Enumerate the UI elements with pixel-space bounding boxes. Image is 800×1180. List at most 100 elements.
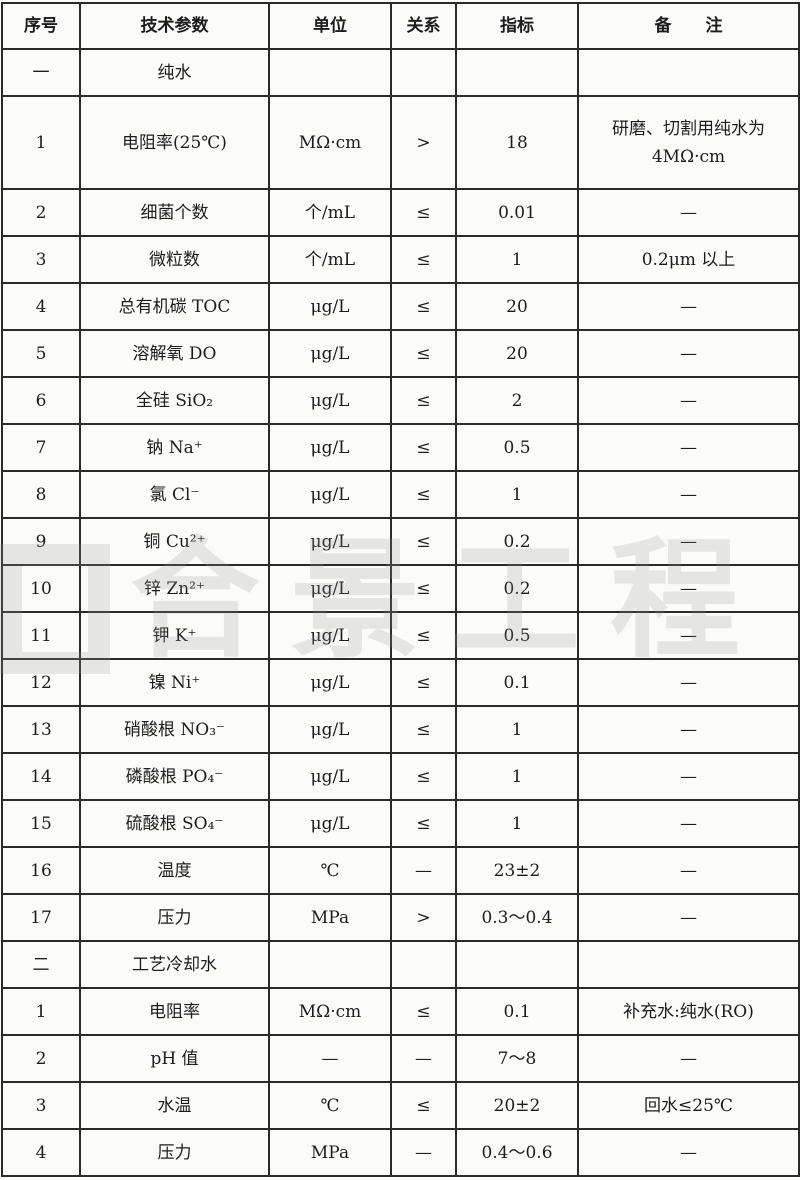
cell-value <box>455 48 579 97</box>
cell-value: 1 <box>455 752 579 801</box>
cell-relation: — <box>390 1128 457 1177</box>
cell-remark: — <box>577 893 800 942</box>
cell-remark: — <box>577 705 800 754</box>
cell-unit: μg/L <box>268 282 392 331</box>
cell-remark: — <box>577 517 800 566</box>
cell-remark: — <box>577 376 800 425</box>
cell-value: 7～8 <box>455 1034 579 1083</box>
cell-value: 0.2 <box>455 564 579 613</box>
section-row: 二工艺冷却水 <box>1 940 800 989</box>
cell-index: 1 <box>1 95 81 190</box>
cell-remark: — <box>577 799 800 848</box>
cell-value: 0.5 <box>455 611 579 660</box>
cell-unit <box>268 48 392 97</box>
table-row: 3 微粒数 个/mL ≤1 0.2μm 以上 <box>1 235 800 284</box>
cell-index: 9 <box>1 517 81 566</box>
cell-relation: ≤ <box>390 188 457 237</box>
table-row: 15 硫酸根 SO₄⁻ μg/L ≤1— <box>1 799 800 848</box>
cell-parameter: 纯水 <box>79 48 270 97</box>
cell-parameter: 磷酸根 PO₄⁻ <box>79 752 270 801</box>
cell-remark: 补充水:纯水(RO) <box>577 987 800 1036</box>
cell-relation: ≤ <box>390 282 457 331</box>
cell-relation: ≤ <box>390 658 457 707</box>
table-row: 2 pH 值 — —7～8— <box>1 1034 800 1083</box>
cell-remark: — <box>577 329 800 378</box>
cell-parameter: 镍 Ni⁺ <box>79 658 270 707</box>
cell-index: 2 <box>1 1034 81 1083</box>
cell-remark: 0.2μm 以上 <box>577 235 800 284</box>
cell-value: 0.3～0.4 <box>455 893 579 942</box>
cell-parameter: 钠 Na⁺ <box>79 423 270 472</box>
cell-unit: MPa <box>268 893 392 942</box>
cell-relation: ≤ <box>390 423 457 472</box>
cell-unit: μg/L <box>268 799 392 848</box>
table-row: 6 全硅 SiO₂ μg/L ≤2— <box>1 376 800 425</box>
cell-unit: μg/L <box>268 329 392 378</box>
cell-index: 11 <box>1 611 81 660</box>
cell-parameter: 微粒数 <box>79 235 270 284</box>
cell-relation: ≤ <box>390 705 457 754</box>
cell-unit: μg/L <box>268 658 392 707</box>
cell-relation <box>390 48 457 97</box>
cell-relation: — <box>390 846 457 895</box>
cell-value: 0.5 <box>455 423 579 472</box>
cell-relation: ≤ <box>390 517 457 566</box>
header-relation: 关系 <box>390 2 457 50</box>
table-row: 16 温度 ℃ —23±2— <box>1 846 800 895</box>
cell-parameter: pH 值 <box>79 1034 270 1083</box>
cell-unit: μg/L <box>268 564 392 613</box>
cell-relation: — <box>390 1034 457 1083</box>
cell-remark: — <box>577 611 800 660</box>
cell-unit: μg/L <box>268 517 392 566</box>
cell-index: 16 <box>1 846 81 895</box>
cell-unit: MPa <box>268 1128 392 1177</box>
header-unit: 单位 <box>268 2 392 50</box>
cell-index: 2 <box>1 188 81 237</box>
cell-remark: — <box>577 564 800 613</box>
cell-parameter: 氯 Cl⁻ <box>79 470 270 519</box>
cell-relation: ≤ <box>390 987 457 1036</box>
cell-value: 18 <box>455 95 579 190</box>
cell-value: 1 <box>455 235 579 284</box>
cell-remark: — <box>577 846 800 895</box>
table-row: 5 溶解氧 DO μg/L ≤20— <box>1 329 800 378</box>
cell-relation: ≤ <box>390 376 457 425</box>
table-row: 3 水温 ℃ ≤20±2 回水≤25℃ <box>1 1081 800 1130</box>
cell-index: 一 <box>1 48 81 97</box>
cell-remark <box>577 48 800 97</box>
table-row: 17 压力 MPa >0.3～0.4— <box>1 893 800 942</box>
cell-remark <box>577 940 800 989</box>
cell-index: 8 <box>1 470 81 519</box>
cell-relation: ≤ <box>390 752 457 801</box>
cell-unit: MΩ·cm <box>268 987 392 1036</box>
cell-index: 1 <box>1 987 81 1036</box>
header-parameter: 技术参数 <box>79 2 270 50</box>
cell-parameter: 工艺冷却水 <box>79 940 270 989</box>
header-row: 序号 技术参数 单位 关系 指标备 注 <box>1 2 800 50</box>
cell-value: 23±2 <box>455 846 579 895</box>
cell-unit: μg/L <box>268 752 392 801</box>
cell-unit: μg/L <box>268 470 392 519</box>
table-row: 13 硝酸根 NO₃⁻ μg/L ≤1— <box>1 705 800 754</box>
cell-index: 7 <box>1 423 81 472</box>
table-row: 1 电阻率(25℃) MΩ·cm >18 研磨、切割用纯水为4MΩ·cm <box>1 95 800 190</box>
cell-remark: — <box>577 752 800 801</box>
table-row: 12 镍 Ni⁺ μg/L ≤0.1— <box>1 658 800 707</box>
cell-value: 2 <box>455 376 579 425</box>
table-row: 2 细菌个数 个/mL ≤0.01— <box>1 188 800 237</box>
cell-parameter: 总有机碳 TOC <box>79 282 270 331</box>
cell-value: 1 <box>455 705 579 754</box>
cell-parameter: 细菌个数 <box>79 188 270 237</box>
cell-relation: ≤ <box>390 470 457 519</box>
cell-relation: ≤ <box>390 611 457 660</box>
cell-parameter: 压力 <box>79 1128 270 1177</box>
cell-parameter: 溶解氧 DO <box>79 329 270 378</box>
cell-index: 14 <box>1 752 81 801</box>
table-row: 10 锌 Zn²⁺ μg/L ≤0.2— <box>1 564 800 613</box>
cell-value: 1 <box>455 799 579 848</box>
cell-parameter: 温度 <box>79 846 270 895</box>
table-row: 4 总有机碳 TOC μg/L ≤20— <box>1 282 800 331</box>
